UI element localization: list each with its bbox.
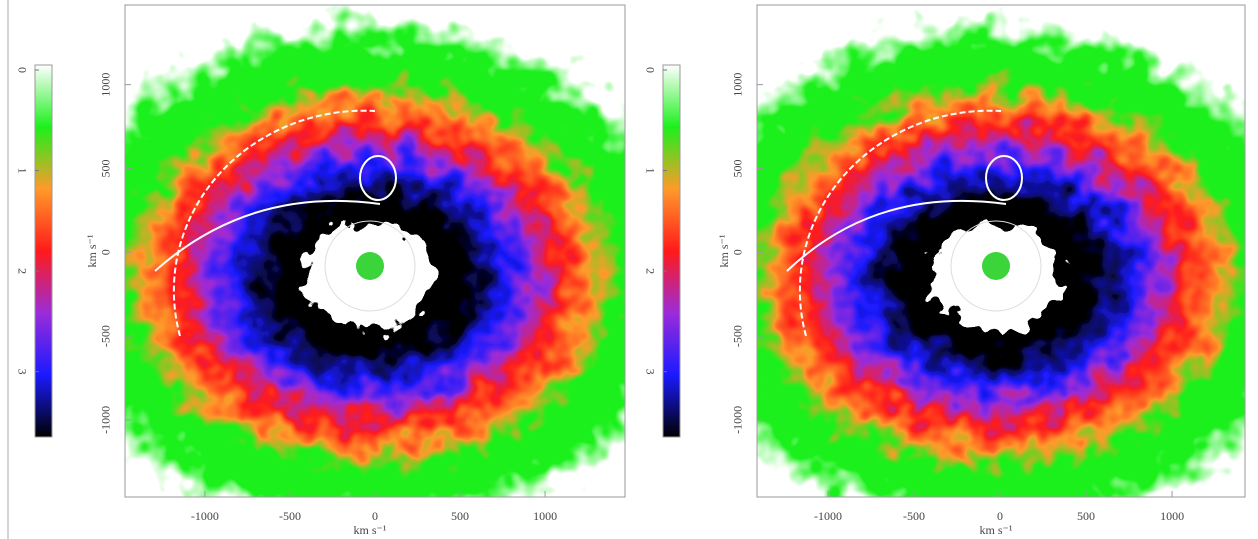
colorbar-tick-label: 3 [15, 369, 29, 375]
colorbar-tick-label: 1 [15, 168, 29, 174]
core-ring [950, 220, 1042, 312]
y-tick-label: 0 [99, 249, 113, 255]
colorbar-tick-label: 0 [643, 67, 657, 73]
small-circle [359, 155, 397, 201]
x-axis-label: km s⁻¹ [980, 523, 1013, 537]
x-tick-label: 0 [372, 509, 378, 523]
colorbar-tick-label: 2 [15, 268, 29, 274]
x-tick-label: -500 [903, 509, 925, 523]
x-tick-label: -1000 [191, 509, 219, 523]
core-ring [324, 220, 416, 312]
colorbar [662, 64, 681, 438]
x-tick-label: -1000 [814, 509, 842, 523]
x-tick-label: 500 [451, 509, 469, 523]
colorbar-tick-label: 3 [643, 369, 657, 375]
y-tick-label: 1000 [731, 73, 745, 97]
core [356, 252, 384, 280]
y-tick-label: 500 [731, 159, 745, 177]
x-tick-label: 500 [1077, 509, 1095, 523]
x-tick-label: -500 [279, 509, 301, 523]
y-axis-label: km s⁻¹ [85, 234, 99, 267]
x-axis-label: km s⁻¹ [354, 523, 387, 537]
y-tick-label: -1000 [99, 406, 113, 434]
dashed-arc [798, 109, 1002, 337]
y-tick-label: -1000 [731, 406, 745, 434]
small-circle [985, 155, 1023, 201]
y-axis-label: km s⁻¹ [717, 234, 731, 267]
map [125, 5, 625, 497]
y-tick-label: -500 [99, 325, 113, 347]
colorbar-tick-label: 2 [643, 268, 657, 274]
y-tick-label: 0 [731, 249, 745, 255]
x-tick-label: 1000 [533, 509, 557, 523]
colorbar-tick-label: 0 [15, 67, 29, 73]
y-tick-label: 1000 [99, 73, 113, 97]
y-tick-label: -500 [731, 325, 745, 347]
map [757, 5, 1245, 497]
solid-curve [154, 199, 381, 272]
colorbar-tick-label: 1 [643, 168, 657, 174]
core [982, 252, 1010, 280]
x-tick-label: 1000 [1160, 509, 1184, 523]
dashed-arc [172, 109, 376, 337]
frame [756, 4, 1246, 498]
y-tick-label: 500 [99, 159, 113, 177]
colorbar [34, 64, 53, 438]
solid-curve [786, 199, 1007, 272]
x-tick-label: 0 [997, 509, 1003, 523]
